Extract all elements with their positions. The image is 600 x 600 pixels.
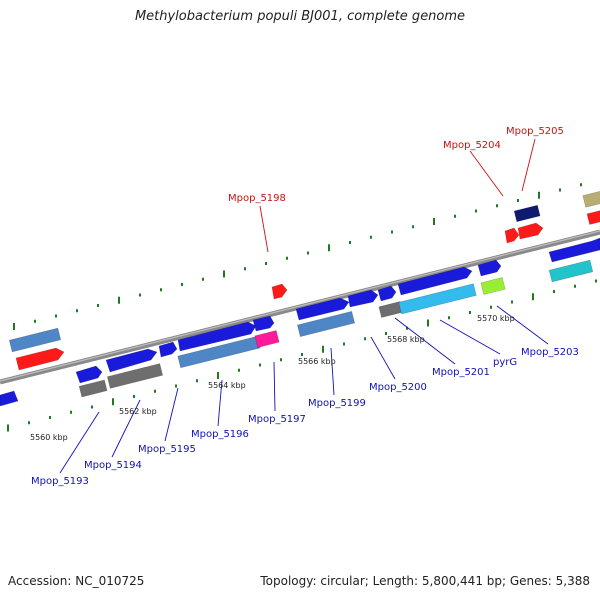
gene-feature[interactable]	[377, 285, 397, 302]
gene-feature[interactable]	[252, 315, 275, 332]
gene-feature[interactable]	[477, 259, 502, 277]
scale-label: 5562 kbp	[119, 407, 157, 416]
gene-label[interactable]: Mpop_5193	[31, 476, 89, 487]
gene-label[interactable]: Mpop_5203	[521, 347, 579, 358]
gene-feature[interactable]	[271, 283, 288, 300]
scale-labels: 5560 kbp 5562 kbp 5564 kbp 5566 kbp 5568…	[30, 314, 515, 442]
label-leader-lines	[59, 138, 549, 474]
gene-feature[interactable]	[586, 210, 600, 225]
genome-backbone	[0, 229, 600, 385]
leader-line	[111, 399, 141, 458]
gene-feature[interactable]	[297, 311, 355, 337]
gene-label[interactable]: Mpop_5204	[443, 140, 501, 151]
gene-feature[interactable]	[254, 330, 280, 348]
gene-feature[interactable]	[504, 227, 520, 244]
genome-stats-label: Topology: circular; Length: 5,800,441 bp…	[260, 574, 590, 588]
gene-label[interactable]: Mpop_5200	[369, 382, 427, 393]
gene-feature[interactable]	[295, 297, 350, 321]
gene-label[interactable]: Mpop_5194	[84, 460, 142, 471]
gene-feature[interactable]	[75, 365, 103, 384]
genome-backbone-highlight	[0, 230, 600, 382]
gene-feature[interactable]	[15, 347, 65, 371]
scale-label: 5570 kbp	[477, 314, 515, 323]
gene-feature[interactable]	[398, 283, 477, 315]
gene-label[interactable]: Mpop_5196	[191, 429, 249, 440]
gene-feature[interactable]	[582, 190, 600, 208]
leader-line	[496, 305, 549, 345]
gene-feature[interactable]	[0, 390, 19, 407]
leader-line	[521, 138, 536, 192]
gene-label[interactable]: Mpop_5197	[248, 414, 306, 425]
gene-label[interactable]: Mpop_5199	[308, 398, 366, 409]
leader-line	[370, 336, 396, 380]
gene-features	[0, 190, 600, 407]
leader-line	[259, 205, 269, 253]
gene-label[interactable]: Mpop_5205	[506, 126, 564, 137]
leader-line	[394, 317, 456, 365]
gene-feature[interactable]	[177, 321, 257, 352]
gene-feature[interactable]	[347, 289, 379, 308]
gene-feature[interactable]	[517, 222, 544, 240]
gene-feature[interactable]	[8, 327, 62, 353]
gene-label[interactable]: Mpop_5195	[138, 444, 196, 455]
gene-labels: Mpop_5193 Mpop_5194 Mpop_5195 Mpop_5196 …	[31, 126, 579, 487]
accession-label: Accession: NC_010725	[8, 574, 145, 588]
gene-label[interactable]: Mpop_5198	[228, 193, 286, 204]
leader-line	[59, 411, 100, 474]
gene-feature[interactable]	[513, 204, 541, 223]
leader-line	[469, 150, 504, 197]
leader-line	[273, 361, 276, 412]
scale-ticks	[7, 183, 597, 432]
scale-label: 5560 kbp	[30, 433, 68, 442]
gene-feature[interactable]	[78, 379, 108, 398]
gene-label[interactable]: pyrG	[493, 357, 517, 368]
scale-label: 5564 kbp	[208, 381, 246, 390]
scale-label: 5566 kbp	[298, 357, 336, 366]
gene-feature[interactable]	[105, 348, 158, 373]
leader-line	[330, 347, 335, 396]
gene-feature[interactable]	[106, 363, 164, 389]
gene-feature[interactable]	[480, 277, 506, 295]
gene-feature[interactable]	[548, 259, 594, 283]
gene-label[interactable]: Mpop_5201	[432, 367, 490, 378]
map-title: Methylobacterium populi BJ001, complete …	[134, 9, 466, 24]
leader-line	[164, 387, 179, 442]
gene-feature[interactable]	[158, 341, 178, 358]
scale-label: 5568 kbp	[387, 335, 425, 344]
gene-feature[interactable]	[548, 237, 600, 263]
leader-line	[217, 379, 223, 427]
leader-line	[439, 319, 501, 355]
gene-feature[interactable]	[397, 266, 473, 296]
